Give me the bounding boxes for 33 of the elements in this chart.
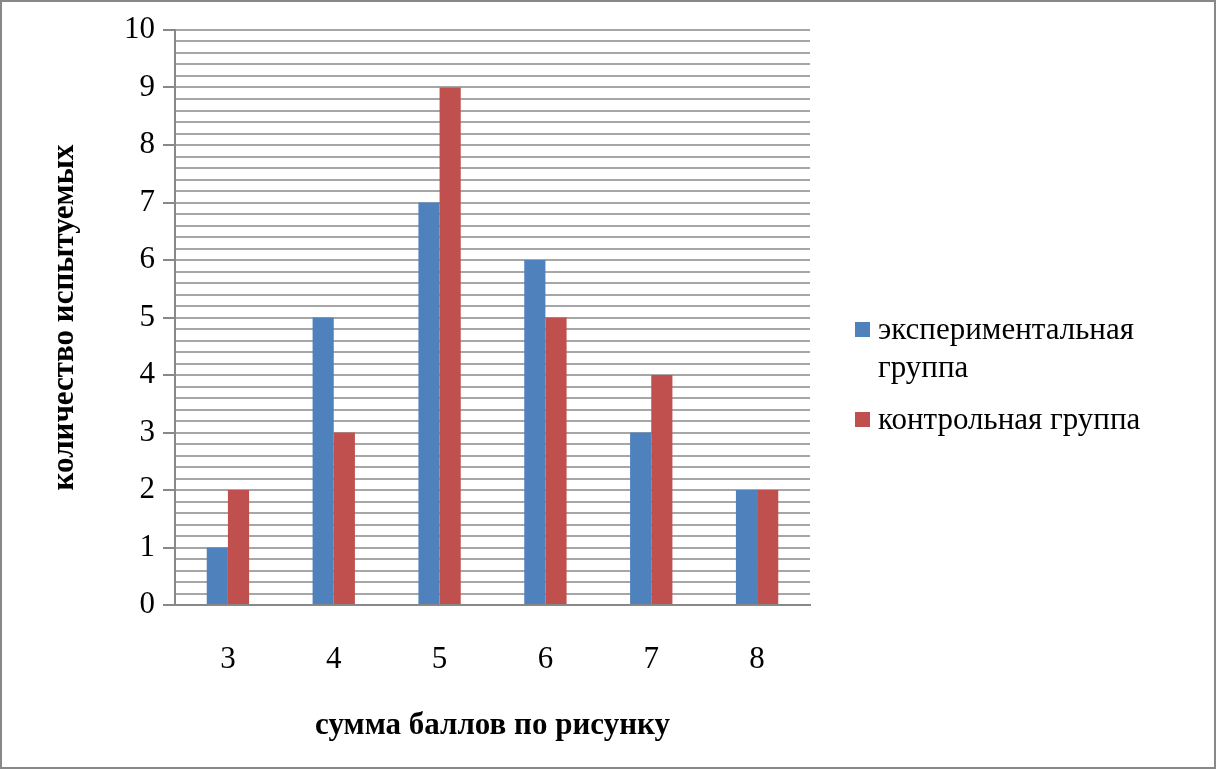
- legend-label: контрольная группа: [878, 400, 1141, 438]
- y-tick-label: 1: [139, 527, 155, 563]
- bar: [333, 432, 355, 604]
- y-tick-label: 9: [139, 67, 155, 103]
- x-tick-label: 5: [431, 639, 448, 675]
- y-tick-label: 7: [139, 182, 155, 218]
- bar: [757, 490, 779, 604]
- y-tick-label: 10: [124, 10, 155, 46]
- bar: [524, 260, 546, 604]
- bar: [630, 432, 652, 604]
- bar: [418, 202, 440, 604]
- x-tick-label: 4: [326, 639, 342, 675]
- y-axis-title: количество испытуемых: [44, 144, 80, 491]
- bar: [227, 490, 250, 604]
- x-axis-title: сумма баллов по рисунку: [315, 706, 671, 742]
- x-tick-label: 7: [643, 639, 659, 675]
- x-tick-label: 3: [220, 639, 236, 675]
- legend-label: экспериментальная группа: [878, 310, 1135, 386]
- x-tick-label: 6: [537, 639, 554, 675]
- bar: [206, 547, 228, 604]
- y-tick-label: 2: [139, 470, 155, 506]
- y-tick-label: 0: [139, 585, 155, 621]
- bar: [735, 490, 758, 604]
- y-tick-label: 5: [139, 297, 155, 333]
- y-tick-label: 4: [139, 355, 156, 391]
- bar: [439, 87, 461, 604]
- y-tick-label: 8: [139, 125, 155, 161]
- x-tick-label: 8: [749, 639, 765, 675]
- bar: [545, 317, 567, 604]
- bar: [312, 317, 334, 604]
- bar: [651, 375, 673, 604]
- y-tick-label: 6: [139, 240, 155, 276]
- y-tick-label: 3: [139, 412, 155, 448]
